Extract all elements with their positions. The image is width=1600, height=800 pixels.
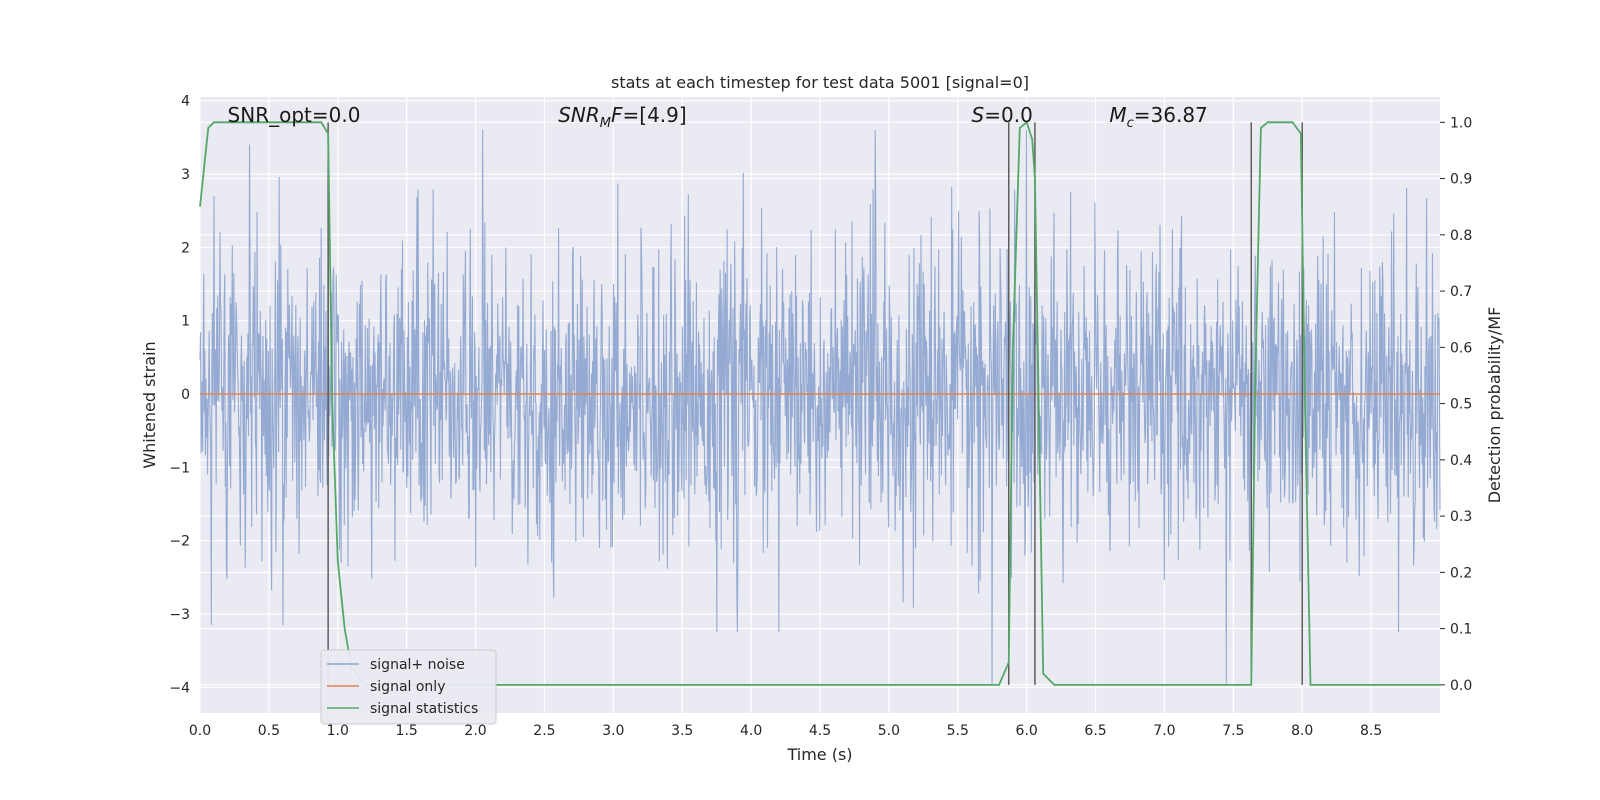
y-left-axis-ticks: 4 3 2 1 0 −1 −2 −3 −4 bbox=[169, 94, 190, 697]
y-left-tick-label: 0 bbox=[181, 387, 190, 403]
annotation-text: SNR_opt=0.0 bbox=[228, 103, 361, 127]
y-left-tick-label: 1 bbox=[181, 314, 190, 330]
x-tick-label: 0.5 bbox=[258, 723, 280, 739]
annotation-text: Mc=36.87 bbox=[1109, 103, 1207, 131]
x-tick-label: 8.0 bbox=[1291, 723, 1313, 739]
chart-title: stats at each timestep for test data 500… bbox=[611, 73, 1029, 92]
y-right-axis-label: Detection probability/MF bbox=[1485, 307, 1504, 504]
x-tick-label: 6.0 bbox=[1016, 723, 1038, 739]
legend-box bbox=[320, 649, 497, 725]
x-tick-label: 1.5 bbox=[396, 723, 418, 739]
y-right-tick-label: 0.6 bbox=[1450, 340, 1472, 356]
y-left-tick-label: 2 bbox=[181, 240, 190, 256]
x-tick-label: 4.0 bbox=[740, 723, 762, 739]
legend-label-signal-only: signal only bbox=[370, 679, 445, 695]
y-right-tick-label: 0.4 bbox=[1450, 453, 1472, 469]
x-tick-label: 5.5 bbox=[947, 723, 969, 739]
y-right-tick-label: 0.5 bbox=[1450, 397, 1472, 413]
x-tick-label: 8.5 bbox=[1360, 723, 1382, 739]
x-tick-label: 3.5 bbox=[671, 723, 693, 739]
series-signal-statistics bbox=[199, 120, 1440, 686]
y-right-tick-label: 0.2 bbox=[1450, 565, 1472, 581]
series-signal-noise bbox=[199, 129, 1441, 684]
y-left-tick-label: 4 bbox=[181, 94, 190, 110]
y-right-tick-label: 0.3 bbox=[1450, 509, 1472, 525]
x-axis-label: Time (s) bbox=[786, 745, 852, 764]
x-tick-label: 4.5 bbox=[809, 723, 831, 739]
x-tick-label: 2.5 bbox=[533, 723, 555, 739]
y-right-tick-label: 0.7 bbox=[1450, 284, 1472, 300]
signal-statistics-line bbox=[199, 120, 1440, 686]
x-tick-label: 7.5 bbox=[1222, 723, 1244, 739]
y-left-tick-label: 3 bbox=[181, 167, 190, 183]
y-right-tick-label: 0.8 bbox=[1450, 228, 1472, 244]
noise-line bbox=[199, 129, 1441, 684]
x-tick-label: 2.0 bbox=[464, 723, 486, 739]
annotation-text: SNRMF=[4.9] bbox=[558, 103, 686, 131]
y-left-tick-label: −3 bbox=[169, 607, 190, 623]
y-right-tick-label: 0.1 bbox=[1450, 622, 1472, 638]
y-right-axis-ticks: 1.0 0.9 0.8 0.7 0.6 0.5 0.4 0.3 0.2 0.1 0.0 bbox=[1440, 115, 1472, 694]
x-tick-label: 7.0 bbox=[1153, 723, 1175, 739]
x-tick-label: 5.0 bbox=[878, 723, 900, 739]
y-left-tick-label: −2 bbox=[169, 534, 190, 550]
annotation-text: S=0.0 bbox=[972, 103, 1033, 127]
x-tick-label: 3.0 bbox=[602, 723, 624, 739]
y-right-tick-label: 0.0 bbox=[1450, 678, 1472, 694]
y-left-tick-label: −1 bbox=[169, 460, 190, 476]
y-left-axis-label: Whitened strain bbox=[140, 341, 159, 468]
y-right-tick-label: 0.9 bbox=[1450, 172, 1472, 188]
x-tick-label: 0.0 bbox=[189, 723, 211, 739]
legend-label-signal-noise: signal+ noise bbox=[370, 657, 465, 673]
y-right-tick-label: 1.0 bbox=[1450, 115, 1472, 131]
legend: signal+ noise signal only signal statist… bbox=[320, 649, 497, 725]
x-axis-ticks: 0.0 0.5 1.0 1.5 2.0 2.5 3.0 3.5 4.0 4.5 5.0 5.5 6.0 6… bbox=[189, 723, 1382, 739]
legend-label-signal-statistics: signal statistics bbox=[370, 701, 478, 717]
annotations: SNR_opt=0.0 SNRMF=[4.9] S=0.0 Mc=36.87 bbox=[228, 103, 1208, 131]
x-tick-label: 1.0 bbox=[327, 723, 349, 739]
y-left-tick-label: −4 bbox=[169, 680, 190, 696]
x-tick-label: 6.5 bbox=[1084, 723, 1106, 739]
